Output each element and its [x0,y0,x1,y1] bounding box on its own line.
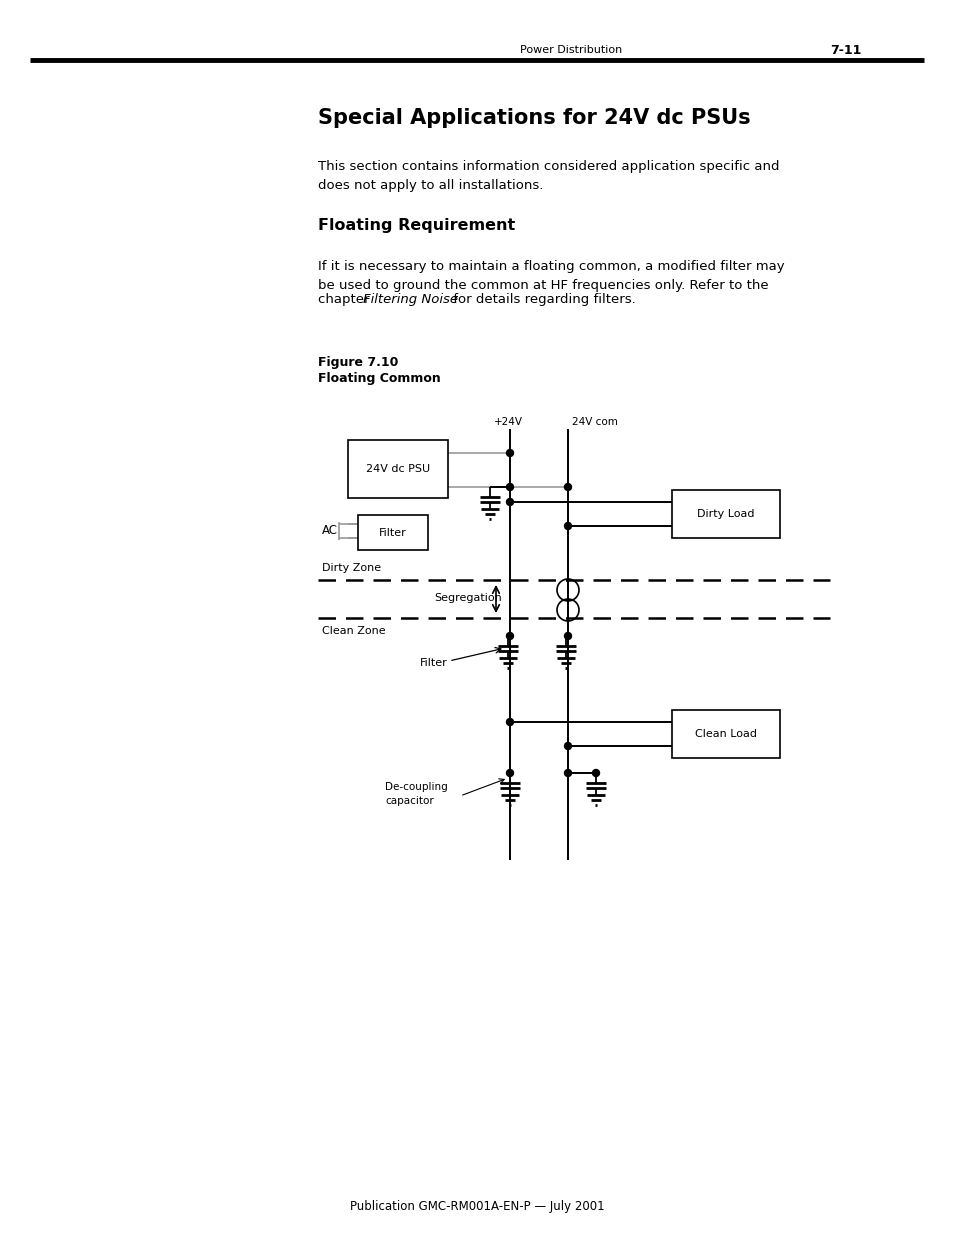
Circle shape [506,769,513,777]
Text: 24V com: 24V com [572,417,618,427]
Circle shape [506,483,513,490]
Text: This section contains information considered application specific and
does not a: This section contains information consid… [317,161,779,191]
Bar [671,490,780,538]
Text: AC: AC [322,525,337,537]
Circle shape [564,769,571,777]
Bar [357,515,428,550]
Circle shape [564,742,571,750]
Text: Filter: Filter [378,527,406,537]
Text: 24V dc PSU: 24V dc PSU [366,464,430,474]
Text: capacitor: capacitor [385,797,434,806]
Text: Special Applications for 24V dc PSUs: Special Applications for 24V dc PSUs [317,107,750,128]
Text: 7-11: 7-11 [830,43,862,57]
Text: Clean Zone: Clean Zone [322,626,385,636]
Text: Dirty Zone: Dirty Zone [322,563,381,573]
Text: chapter: chapter [317,293,374,306]
Text: Filtering Noise: Filtering Noise [363,293,457,306]
Circle shape [592,769,598,777]
Text: Floating Common: Floating Common [317,372,440,385]
Text: Segregation: Segregation [434,593,501,603]
Circle shape [564,522,571,530]
Text: Clean Load: Clean Load [695,729,757,739]
Circle shape [506,719,513,725]
Text: De-coupling: De-coupling [385,782,447,792]
Text: for details regarding filters.: for details regarding filters. [449,293,635,306]
Text: Publication GMC-RM001A-EN-P — July 2001: Publication GMC-RM001A-EN-P — July 2001 [350,1200,603,1213]
Text: Filter: Filter [420,658,448,668]
Text: Floating Requirement: Floating Requirement [317,219,515,233]
Circle shape [564,483,571,490]
Text: If it is necessary to maintain a floating common, a modified filter may
be used : If it is necessary to maintain a floatin… [317,261,783,291]
Circle shape [564,632,571,640]
Circle shape [506,499,513,505]
Text: Figure 7.10: Figure 7.10 [317,356,398,369]
Bar [671,710,780,758]
Circle shape [506,450,513,457]
Circle shape [506,632,513,640]
Text: Power Distribution: Power Distribution [519,44,621,56]
Text: +24V: +24V [493,417,522,427]
Bar [348,440,448,498]
Text: Dirty Load: Dirty Load [697,509,754,519]
